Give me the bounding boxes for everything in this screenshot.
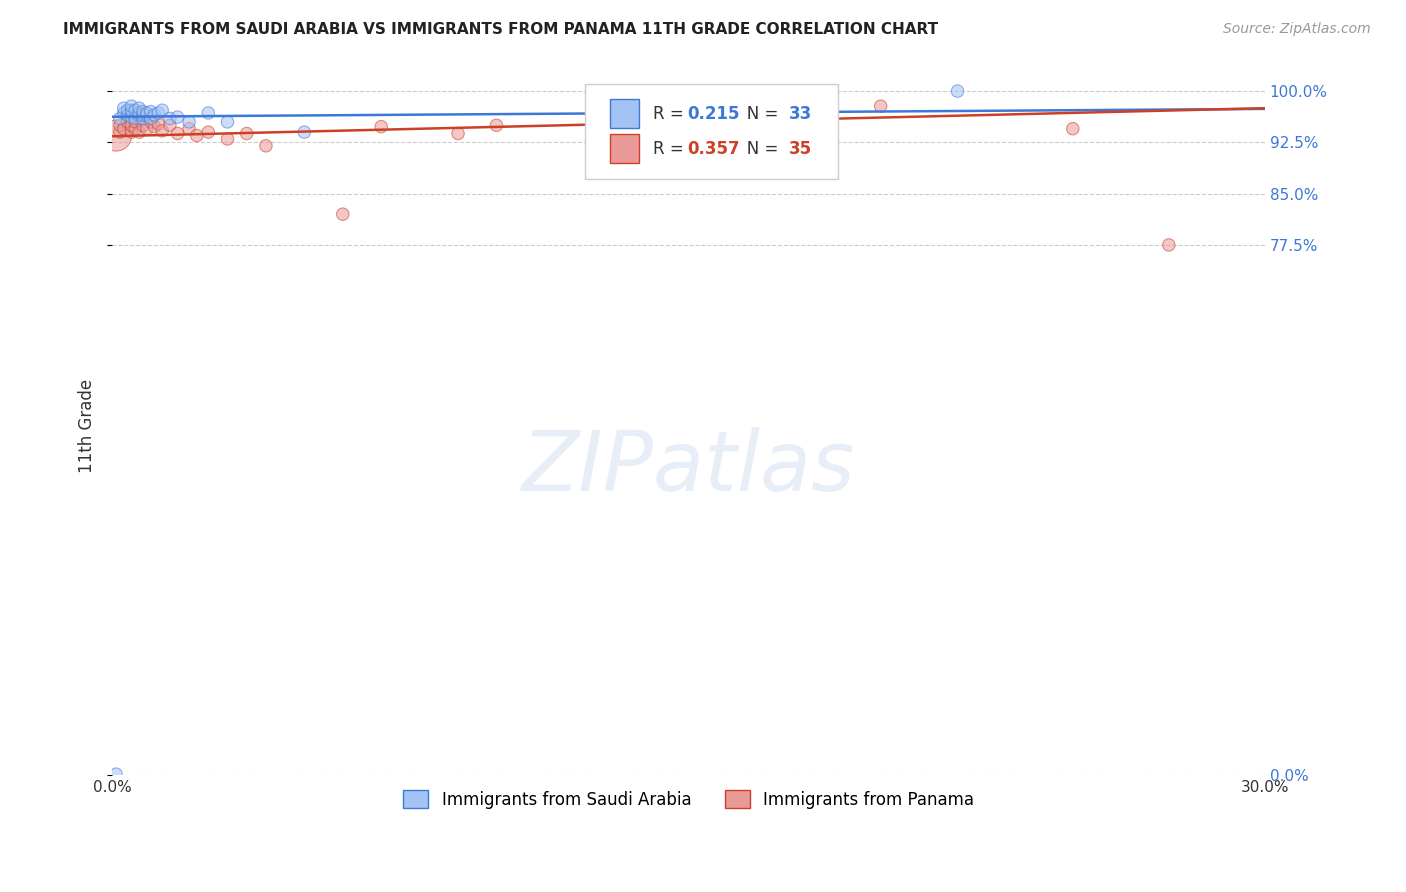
Point <box>139 115 162 129</box>
Text: 35: 35 <box>789 139 811 158</box>
Point <box>120 125 142 139</box>
Point <box>143 120 166 134</box>
Point <box>148 117 170 131</box>
Point <box>108 118 131 132</box>
Point <box>869 99 891 113</box>
Point <box>135 106 157 120</box>
Point <box>447 127 470 141</box>
Point <box>108 112 131 126</box>
Point <box>124 115 146 129</box>
Point <box>132 104 155 119</box>
Point <box>217 132 239 146</box>
Text: N =: N = <box>731 139 783 158</box>
Point <box>128 108 150 122</box>
Point <box>124 103 146 118</box>
Point <box>150 103 173 118</box>
Point <box>132 108 155 122</box>
Point <box>485 118 508 132</box>
Bar <box>610 134 638 163</box>
Point <box>124 112 146 126</box>
Point <box>946 84 969 98</box>
Point <box>112 106 135 120</box>
Text: 0.357: 0.357 <box>688 139 740 158</box>
Point <box>150 124 173 138</box>
Point <box>177 121 200 136</box>
Point <box>148 106 170 120</box>
Point <box>128 101 150 115</box>
FancyBboxPatch shape <box>585 85 838 178</box>
Point <box>128 125 150 139</box>
Text: Source: ZipAtlas.com: Source: ZipAtlas.com <box>1223 22 1371 37</box>
Point <box>117 108 139 122</box>
Point <box>370 120 392 134</box>
Point <box>159 118 181 132</box>
Point <box>186 128 208 143</box>
Point <box>132 118 155 132</box>
Point <box>112 101 135 115</box>
Point <box>678 104 700 119</box>
Y-axis label: 11th Grade: 11th Grade <box>79 379 96 473</box>
Text: ZIPatlas: ZIPatlas <box>522 427 855 508</box>
Point <box>139 104 162 119</box>
Point <box>254 138 277 153</box>
Point <box>166 127 188 141</box>
Point <box>143 108 166 122</box>
Point <box>105 767 128 781</box>
Bar <box>610 99 638 128</box>
Point <box>124 121 146 136</box>
Point <box>112 121 135 136</box>
Text: 0.215: 0.215 <box>688 104 740 123</box>
Point <box>128 112 150 126</box>
Point <box>197 125 219 139</box>
Point <box>235 127 257 141</box>
Point <box>159 112 181 126</box>
Point <box>108 125 131 139</box>
Point <box>166 110 188 124</box>
Point <box>105 128 128 143</box>
Point <box>132 112 155 126</box>
Point <box>1157 238 1180 252</box>
Point <box>754 115 776 129</box>
Point <box>217 115 239 129</box>
Point <box>135 121 157 136</box>
Point <box>1062 121 1084 136</box>
Point <box>117 115 139 129</box>
Point <box>120 103 142 118</box>
Text: IMMIGRANTS FROM SAUDI ARABIA VS IMMIGRANTS FROM PANAMA 11TH GRADE CORRELATION CH: IMMIGRANTS FROM SAUDI ARABIA VS IMMIGRAN… <box>63 22 938 37</box>
Point <box>120 99 142 113</box>
Point <box>135 108 157 122</box>
Text: N =: N = <box>731 104 783 123</box>
Legend: Immigrants from Saudi Arabia, Immigrants from Panama: Immigrants from Saudi Arabia, Immigrants… <box>396 784 980 815</box>
Point <box>120 110 142 124</box>
Point <box>177 115 200 129</box>
Point <box>638 108 661 122</box>
Text: 33: 33 <box>789 104 813 123</box>
Point <box>128 106 150 120</box>
Point <box>292 125 315 139</box>
Point <box>120 106 142 120</box>
Point <box>197 106 219 120</box>
Point <box>332 207 354 221</box>
Point <box>139 112 162 126</box>
Point <box>120 118 142 132</box>
Text: R =: R = <box>652 104 689 123</box>
Point <box>117 103 139 118</box>
Point <box>600 112 623 126</box>
Text: R =: R = <box>652 139 689 158</box>
